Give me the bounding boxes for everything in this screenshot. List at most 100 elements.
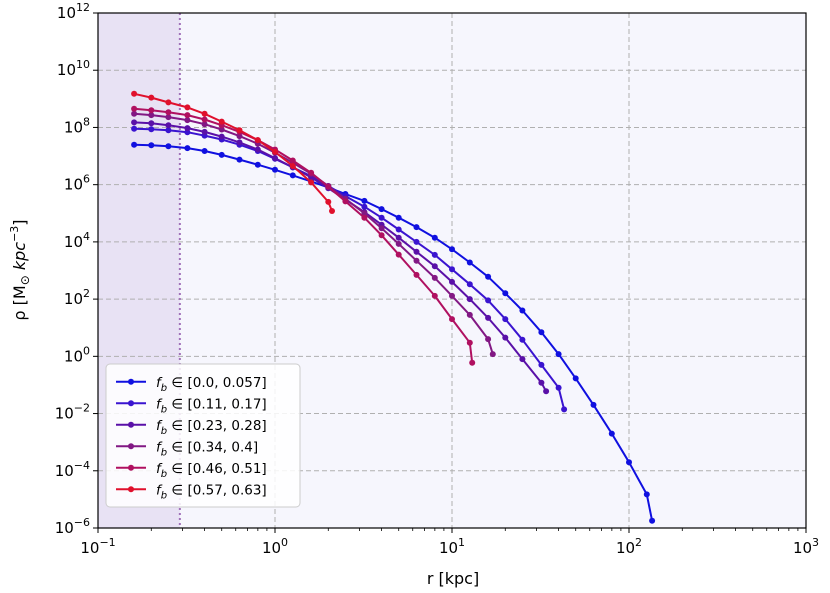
- data-point: [538, 329, 545, 336]
- data-point: [148, 107, 155, 114]
- data-point: [289, 157, 296, 164]
- data-point: [342, 198, 349, 205]
- data-point: [131, 105, 138, 112]
- data-point: [485, 314, 492, 321]
- legend-entry-4: fb ∈ [0.46, 0.51]: [116, 461, 267, 480]
- legend-entry-2: fb ∈ [0.23, 0.28]: [116, 418, 267, 437]
- data-point: [254, 137, 261, 144]
- data-point: [538, 361, 545, 368]
- data-point: [165, 99, 172, 106]
- data-point: [329, 208, 335, 214]
- data-point: [519, 336, 526, 343]
- data-point: [431, 274, 438, 281]
- y-tick-label: 1010: [57, 58, 90, 79]
- legend-marker: [128, 421, 134, 428]
- data-point: [165, 127, 172, 134]
- x-tick-label: 103: [793, 536, 819, 557]
- x-tick-label: 10−1: [80, 536, 115, 557]
- data-point: [466, 296, 473, 303]
- legend-entry-0: fb ∈ [0.0, 0.057]: [116, 375, 267, 394]
- legend-label: fb ∈ [0.0, 0.057]: [156, 375, 267, 394]
- data-point: [466, 281, 473, 288]
- legend-marker: [128, 400, 134, 407]
- data-point: [165, 109, 172, 116]
- data-point: [165, 114, 172, 121]
- data-point: [555, 351, 562, 358]
- data-point: [449, 246, 455, 253]
- data-point: [649, 517, 656, 524]
- y-tick-label: 108: [64, 115, 90, 136]
- data-point: [272, 166, 278, 173]
- data-point: [431, 263, 438, 270]
- data-point: [201, 110, 208, 117]
- legend-label: fb ∈ [0.34, 0.4]: [156, 439, 258, 458]
- data-point: [289, 172, 296, 179]
- data-point: [184, 112, 191, 119]
- data-point: [561, 406, 568, 413]
- y-tick-label: 104: [64, 230, 90, 251]
- legend-label: fb ∈ [0.11, 0.17]: [156, 396, 267, 415]
- data-point: [395, 226, 402, 233]
- y-tick-label: 100: [64, 344, 90, 365]
- data-point: [201, 148, 208, 154]
- data-point: [254, 161, 261, 168]
- data-point: [184, 117, 191, 124]
- data-point: [325, 198, 332, 205]
- data-point: [308, 169, 315, 176]
- data-point: [519, 307, 526, 314]
- data-point: [466, 339, 473, 346]
- y-tick-label: 10−6: [55, 516, 90, 537]
- data-point: [590, 401, 597, 408]
- data-point: [131, 141, 138, 148]
- data-point: [519, 356, 526, 363]
- data-point: [431, 292, 438, 299]
- data-point: [218, 133, 225, 140]
- data-point: [626, 459, 632, 466]
- data-point: [201, 121, 208, 128]
- data-point: [131, 125, 138, 132]
- data-point: [395, 234, 402, 241]
- data-point: [466, 311, 473, 318]
- data-point: [236, 133, 243, 140]
- data-point: [413, 248, 420, 255]
- data-point: [184, 125, 191, 132]
- y-tick-label: 106: [64, 173, 90, 194]
- legend-entry-1: fb ∈ [0.11, 0.17]: [116, 396, 267, 415]
- y-tick-label: 1012: [57, 1, 90, 22]
- data-point: [413, 271, 420, 278]
- data-point: [572, 375, 579, 382]
- data-point: [502, 290, 509, 297]
- x-tick-label: 101: [439, 536, 465, 557]
- y-axis-title: ρ [M⊙ kpc−3]: [8, 219, 32, 320]
- legend-marker: [128, 378, 134, 385]
- data-point: [148, 112, 155, 119]
- data-point: [361, 214, 368, 221]
- data-point: [485, 273, 492, 280]
- data-point: [148, 126, 155, 133]
- data-point: [131, 110, 138, 117]
- data-point: [361, 197, 368, 204]
- data-point: [378, 225, 385, 232]
- data-point: [201, 128, 208, 135]
- data-point: [502, 316, 509, 323]
- data-point: [254, 146, 261, 153]
- data-point: [485, 336, 492, 343]
- data-point: [308, 179, 315, 186]
- data-point: [236, 127, 243, 134]
- data-point: [431, 251, 438, 258]
- data-point: [489, 351, 496, 358]
- x-tick-label: 102: [616, 536, 642, 557]
- series-0: [131, 141, 656, 524]
- data-point: [395, 214, 402, 221]
- legend-marker: [128, 443, 134, 450]
- data-point: [502, 334, 509, 341]
- data-point: [131, 90, 138, 97]
- data-point: [395, 240, 402, 247]
- data-point: [148, 142, 155, 149]
- legend-label: fb ∈ [0.23, 0.28]: [156, 418, 267, 437]
- data-point: [165, 122, 172, 129]
- data-point: [165, 143, 172, 150]
- data-point: [236, 156, 243, 163]
- data-point: [413, 238, 420, 245]
